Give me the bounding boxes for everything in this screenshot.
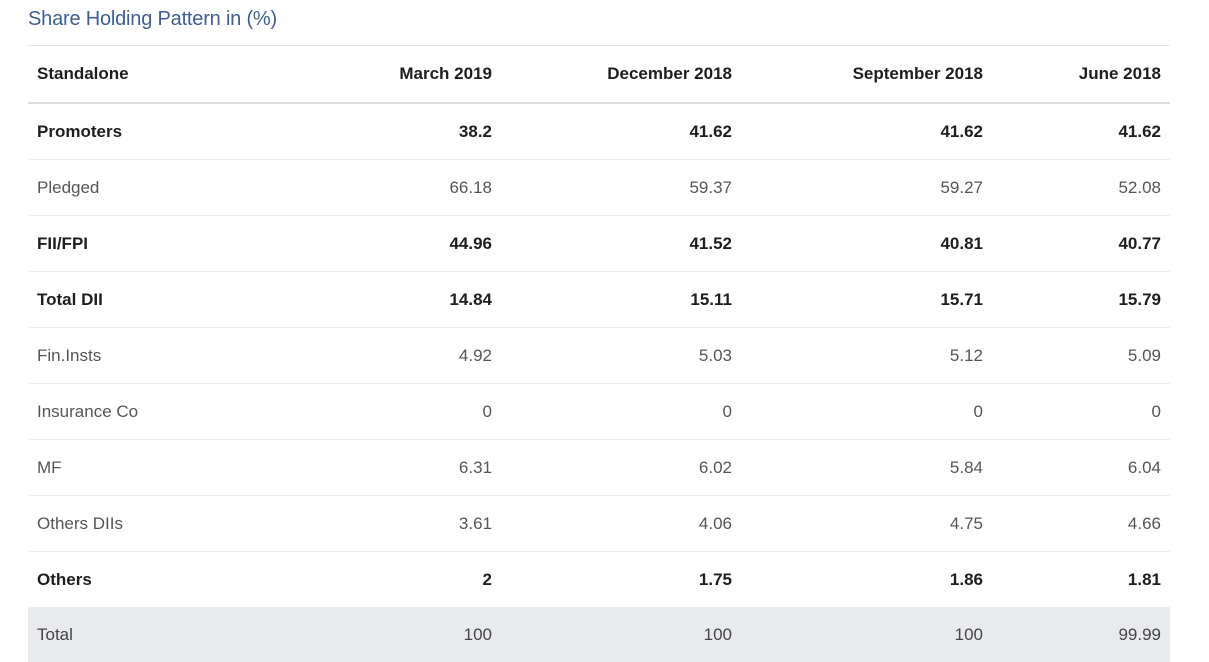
page-title: Share Holding Pattern in (%) (28, 8, 277, 31)
cell-value: 66.18 (278, 160, 501, 216)
cell-value: 5.03 (501, 328, 741, 384)
cell-value: 6.04 (992, 440, 1170, 496)
cell-value: 100 (741, 608, 992, 662)
table-row-others: Others 2 1.75 1.86 1.81 (28, 552, 1170, 608)
cell-value: 100 (278, 608, 501, 662)
row-label: Insurance Co (28, 384, 278, 440)
header-standalone: Standalone (28, 46, 278, 104)
row-label: MF (28, 440, 278, 496)
cell-value: 15.79 (992, 272, 1170, 328)
row-label: Fin.Insts (28, 328, 278, 384)
cell-value: 41.62 (501, 103, 741, 160)
cell-value: 4.66 (992, 496, 1170, 552)
cell-value: 41.52 (501, 216, 741, 272)
cell-value: 41.62 (992, 103, 1170, 160)
cell-value: 0 (501, 384, 741, 440)
shareholding-table: Standalone March 2019 December 2018 Sept… (28, 45, 1170, 662)
cell-value: 1.81 (992, 552, 1170, 608)
cell-value: 38.2 (278, 103, 501, 160)
table-row-fin-insts: Fin.Insts 4.92 5.03 5.12 5.09 (28, 328, 1170, 384)
cell-value: 6.31 (278, 440, 501, 496)
cell-value: 0 (741, 384, 992, 440)
cell-value: 3.61 (278, 496, 501, 552)
table-row-mf: MF 6.31 6.02 5.84 6.04 (28, 440, 1170, 496)
cell-value: 59.37 (501, 160, 741, 216)
cell-value: 40.81 (741, 216, 992, 272)
table-row-promoters: Promoters 38.2 41.62 41.62 41.62 (28, 103, 1170, 160)
table-row-total: Total 100 100 100 99.99 (28, 608, 1170, 662)
row-label: Total (28, 608, 278, 662)
table-header-row: Standalone March 2019 December 2018 Sept… (28, 46, 1170, 104)
cell-value: 5.84 (741, 440, 992, 496)
cell-value: 2 (278, 552, 501, 608)
cell-value: 0 (992, 384, 1170, 440)
cell-value: 1.86 (741, 552, 992, 608)
row-label: Others (28, 552, 278, 608)
cell-value: 15.11 (501, 272, 741, 328)
table-row-fii-fpi: FII/FPI 44.96 41.52 40.81 40.77 (28, 216, 1170, 272)
cell-value: 0 (278, 384, 501, 440)
row-label: Total DII (28, 272, 278, 328)
header-december-2018: December 2018 (501, 46, 741, 104)
header-march-2019: March 2019 (278, 46, 501, 104)
table-row-others-diis: Others DIIs 3.61 4.06 4.75 4.66 (28, 496, 1170, 552)
cell-value: 4.92 (278, 328, 501, 384)
cell-value: 6.02 (501, 440, 741, 496)
cell-value: 41.62 (741, 103, 992, 160)
shareholding-table-container: Standalone March 2019 December 2018 Sept… (28, 45, 1170, 662)
cell-value: 1.75 (501, 552, 741, 608)
row-label: Promoters (28, 103, 278, 160)
cell-value: 5.09 (992, 328, 1170, 384)
table-row-total-dii: Total DII 14.84 15.11 15.71 15.79 (28, 272, 1170, 328)
cell-value: 14.84 (278, 272, 501, 328)
cell-value: 59.27 (741, 160, 992, 216)
cell-value: 40.77 (992, 216, 1170, 272)
table-row-insurance-co: Insurance Co 0 0 0 0 (28, 384, 1170, 440)
cell-value: 44.96 (278, 216, 501, 272)
cell-value: 4.75 (741, 496, 992, 552)
header-september-2018: September 2018 (741, 46, 992, 104)
table-row-pledged: Pledged 66.18 59.37 59.27 52.08 (28, 160, 1170, 216)
cell-value: 52.08 (992, 160, 1170, 216)
row-label: Others DIIs (28, 496, 278, 552)
cell-value: 5.12 (741, 328, 992, 384)
row-label: FII/FPI (28, 216, 278, 272)
header-june-2018: June 2018 (992, 46, 1170, 104)
cell-value: 99.99 (992, 608, 1170, 662)
row-label: Pledged (28, 160, 278, 216)
cell-value: 15.71 (741, 272, 992, 328)
cell-value: 100 (501, 608, 741, 662)
cell-value: 4.06 (501, 496, 741, 552)
